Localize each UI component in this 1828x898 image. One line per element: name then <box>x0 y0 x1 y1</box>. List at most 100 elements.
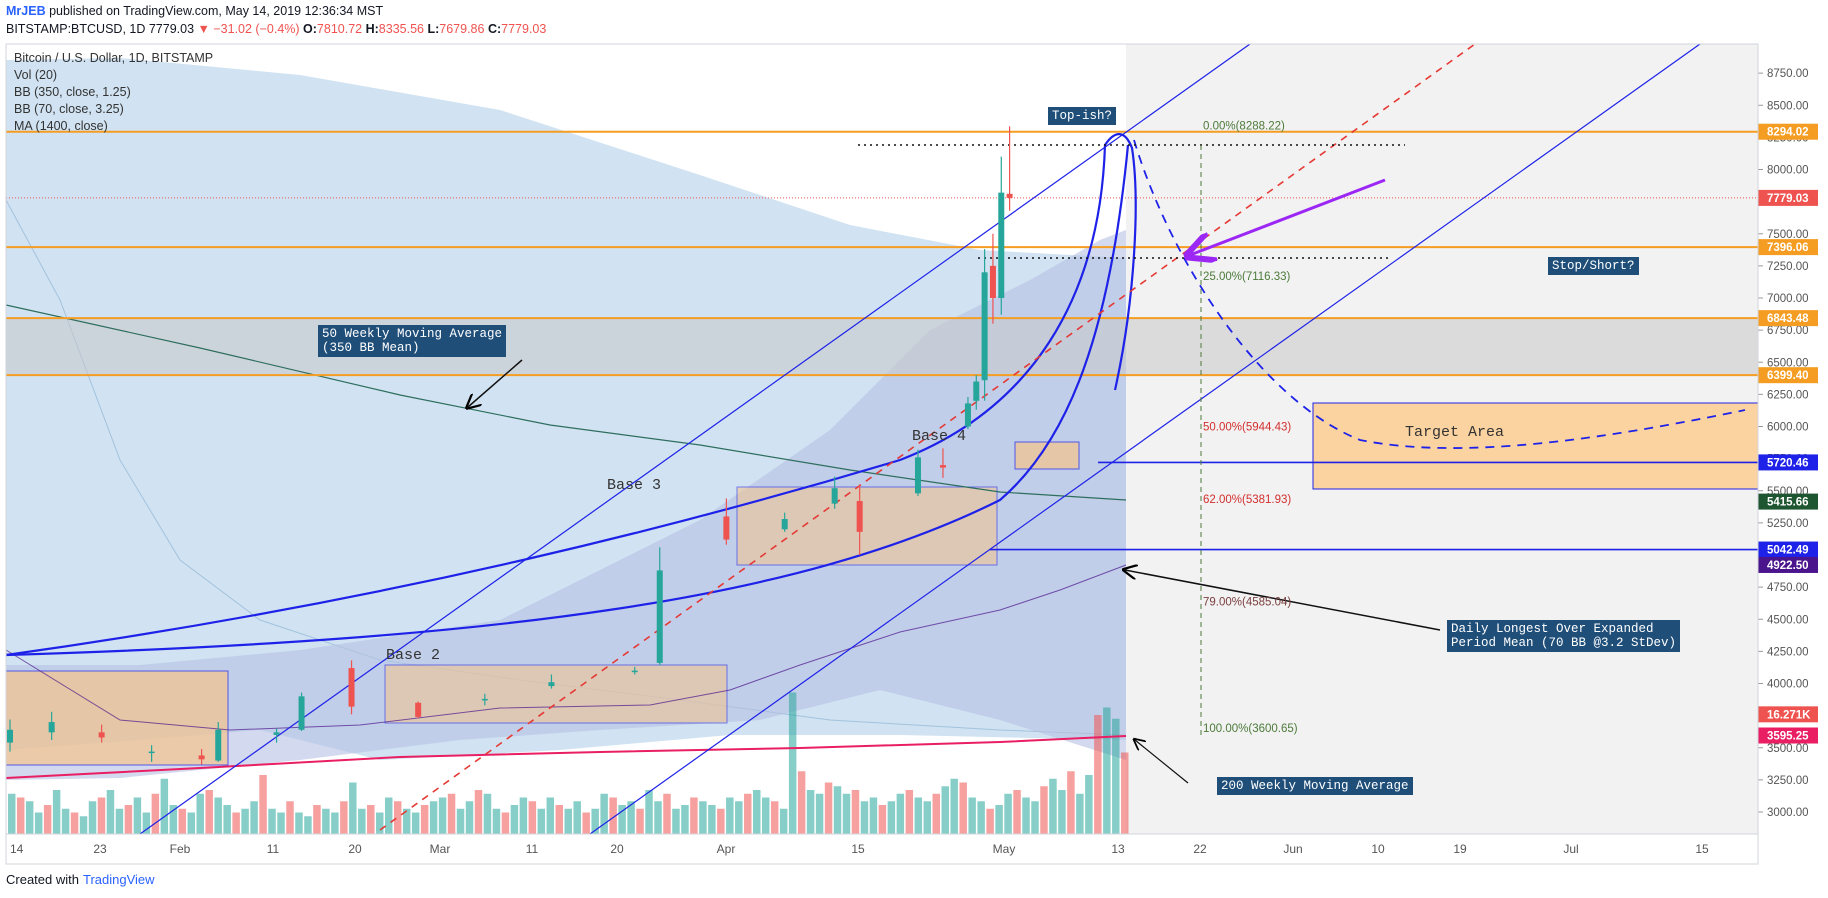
volume-bar <box>358 808 366 835</box>
y-tick-label: 6250.00 <box>1767 389 1809 401</box>
candle-body <box>298 696 305 730</box>
x-tick-label: Jun <box>1283 842 1302 856</box>
volume-bar <box>986 808 994 835</box>
volume-bar <box>797 771 806 835</box>
volume-bar <box>860 801 869 835</box>
volume-bar <box>1112 718 1120 835</box>
price-tag-label-3: 6843.48 <box>1767 313 1809 325</box>
x-tick-label: Mar <box>430 842 451 856</box>
symbol-name: BITSTAMP:BTCUSD, 1D <box>6 22 146 36</box>
ma-200-weekly-line <box>5 735 1127 779</box>
volume-bar <box>331 812 339 835</box>
volume-bar <box>573 801 581 835</box>
legend-title[interactable]: Bitcoin / U.S. Dollar, 1D, BITSTAMP <box>14 51 214 65</box>
x-tick-label: 11 <box>526 842 539 856</box>
ma50-label: 50 Weekly Moving Average (350 BB Mean) <box>318 325 507 357</box>
y-tick-label: 8000.00 <box>1767 165 1809 177</box>
volume-bar <box>645 790 653 835</box>
price-tag-1 <box>1758 189 1818 206</box>
volume-bar <box>411 812 420 835</box>
low-value: 7679.86 <box>439 22 485 36</box>
x-tick-label: 20 <box>610 842 624 856</box>
price-tag-label-10: 3595.25 <box>1767 731 1809 743</box>
volume-bar <box>968 797 976 835</box>
volume-bar <box>304 816 312 835</box>
volume-bar <box>510 805 519 835</box>
volume-bar <box>1022 797 1030 835</box>
volume-bar <box>456 808 465 835</box>
volume-bar <box>753 790 761 835</box>
y-tick-label: 3500.00 <box>1767 743 1809 755</box>
y-tick-label: 7250.00 <box>1767 261 1809 273</box>
volume-bar <box>52 790 61 835</box>
volume-bar <box>483 793 492 835</box>
fib-label-2: 50.00%(5944.43) <box>1203 422 1291 434</box>
candle-body <box>723 516 730 540</box>
volume-bar <box>474 790 483 835</box>
fib-label-4: 79.00%(4585.04) <box>1203 596 1291 608</box>
parabolic-curve-lower <box>5 144 1130 657</box>
ma200-label: 200 Weekly Moving Average <box>1217 777 1413 795</box>
price-tag-label-4: 6399.40 <box>1767 370 1809 382</box>
price-tag-5 <box>1758 454 1818 471</box>
legend-indicator-bb350[interactable]: BB (350, close, 1.25) <box>14 85 131 99</box>
tradingview-logo[interactable]: TradingView <box>82 872 155 887</box>
volume-bar <box>609 797 617 835</box>
legend-indicator-ma1400[interactable]: MA (1400, close) <box>14 119 108 133</box>
volume-bar <box>420 805 429 835</box>
base-2-label: Base 2 <box>386 647 441 664</box>
x-tick-label: Feb <box>170 842 191 856</box>
volume-bar <box>205 790 213 835</box>
close-label: C: <box>487 22 502 36</box>
y-tick-label: 7000.00 <box>1767 293 1809 305</box>
candle-body <box>656 570 663 663</box>
volume-bar <box>600 793 608 835</box>
volume-bar <box>1049 778 1057 835</box>
volume-bar <box>393 801 402 835</box>
volume-bar <box>25 801 34 835</box>
volume-bar <box>914 797 923 835</box>
volume-bar <box>941 786 949 835</box>
volume-bar <box>106 790 115 835</box>
fib-label-5: 100.00%(3600.65) <box>1203 723 1298 735</box>
volume-bar <box>501 812 510 835</box>
volume-bar <box>582 812 590 835</box>
target-area-box <box>1312 402 1759 490</box>
volume-bar <box>259 775 267 835</box>
volume-bar <box>133 797 142 835</box>
price-axis[interactable] <box>1758 44 1828 864</box>
x-tick-label: 11 <box>267 842 280 856</box>
volume-bar <box>896 793 905 835</box>
volume-bar <box>1031 801 1039 835</box>
volume-bar <box>905 790 914 835</box>
candle-body <box>148 751 155 754</box>
volume-bar <box>160 778 169 835</box>
legend-indicator-bb70[interactable]: BB (70, close, 3.25) <box>14 102 124 116</box>
daily-longest-label: Daily Longest Over Expanded Period Mean … <box>1447 620 1681 652</box>
chart-legend: Bitcoin / U.S. Dollar, 1D, BITSTAMP Vol … <box>14 50 213 135</box>
volume-bar <box>286 801 294 835</box>
volume-bar <box>340 801 348 835</box>
price-tag-label-2: 7396.06 <box>1767 242 1809 254</box>
y-tick-label: 4000.00 <box>1767 679 1809 691</box>
volume-bar <box>447 793 456 835</box>
volume-bar <box>115 808 124 835</box>
volume-bar <box>591 808 599 835</box>
time-axis[interactable] <box>6 834 1758 864</box>
price-tag-0 <box>1758 123 1818 140</box>
volume-bar <box>1121 752 1129 835</box>
volume-bar <box>465 801 474 835</box>
volume-bar <box>546 797 555 835</box>
lower-trend-channel-line <box>589 43 1701 835</box>
x-tick-label: 22 <box>1193 842 1207 856</box>
price-tag-label-9: 16.271K <box>1767 709 1811 721</box>
purple-arrow <box>1190 178 1386 255</box>
volume-bar <box>995 805 1003 835</box>
x-tick-label: Apr <box>717 842 736 856</box>
volume-bar <box>214 797 222 835</box>
author-link[interactable]: MrJEB <box>6 4 46 18</box>
candle-body <box>215 729 222 761</box>
legend-indicator-vol[interactable]: Vol (20) <box>14 68 58 82</box>
volume-bar <box>250 801 258 835</box>
